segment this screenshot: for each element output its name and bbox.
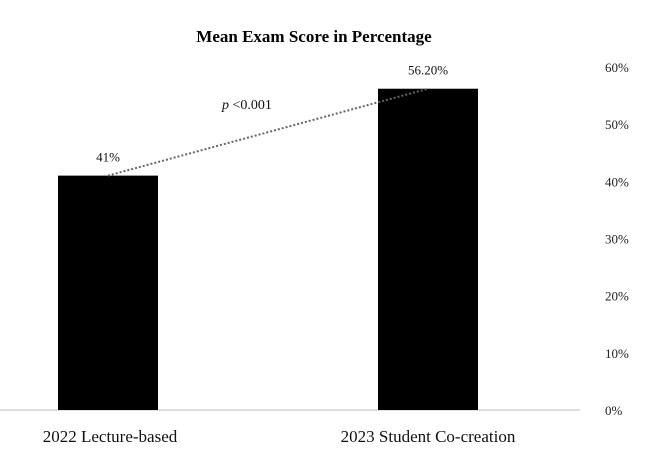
- chart-title: Mean Exam Score in Percentage: [196, 27, 432, 46]
- data-label: 56.20%: [408, 63, 448, 78]
- y-tick-label: 40%: [605, 174, 629, 189]
- y-axis-ticks: 0% 10% 20% 30% 40% 50% 60%: [605, 60, 629, 418]
- data-label: 41%: [96, 150, 120, 165]
- y-tick-label: 50%: [605, 117, 629, 132]
- bar: [378, 88, 478, 411]
- category-label: 2023 Student Co-creation: [341, 427, 516, 446]
- p-symbol: p: [221, 98, 229, 113]
- category-labels: 2022 Lecture-based 2023 Student Co-creati…: [43, 427, 516, 446]
- y-tick-label: 10%: [605, 346, 629, 361]
- y-tick-label: 30%: [605, 232, 629, 247]
- bar: [58, 175, 158, 410]
- y-tick-label: 0%: [605, 403, 623, 418]
- y-tick-label: 20%: [605, 289, 629, 304]
- p-value-annotation: p <0.001: [221, 98, 272, 113]
- data-labels: 41% 56.20%: [96, 63, 448, 165]
- bars: [58, 88, 478, 411]
- connector-dotted-line: [107, 87, 429, 177]
- category-label: 2022 Lecture-based: [43, 427, 178, 446]
- p-value-text: <0.001: [229, 98, 272, 113]
- y-tick-label: 60%: [605, 60, 629, 75]
